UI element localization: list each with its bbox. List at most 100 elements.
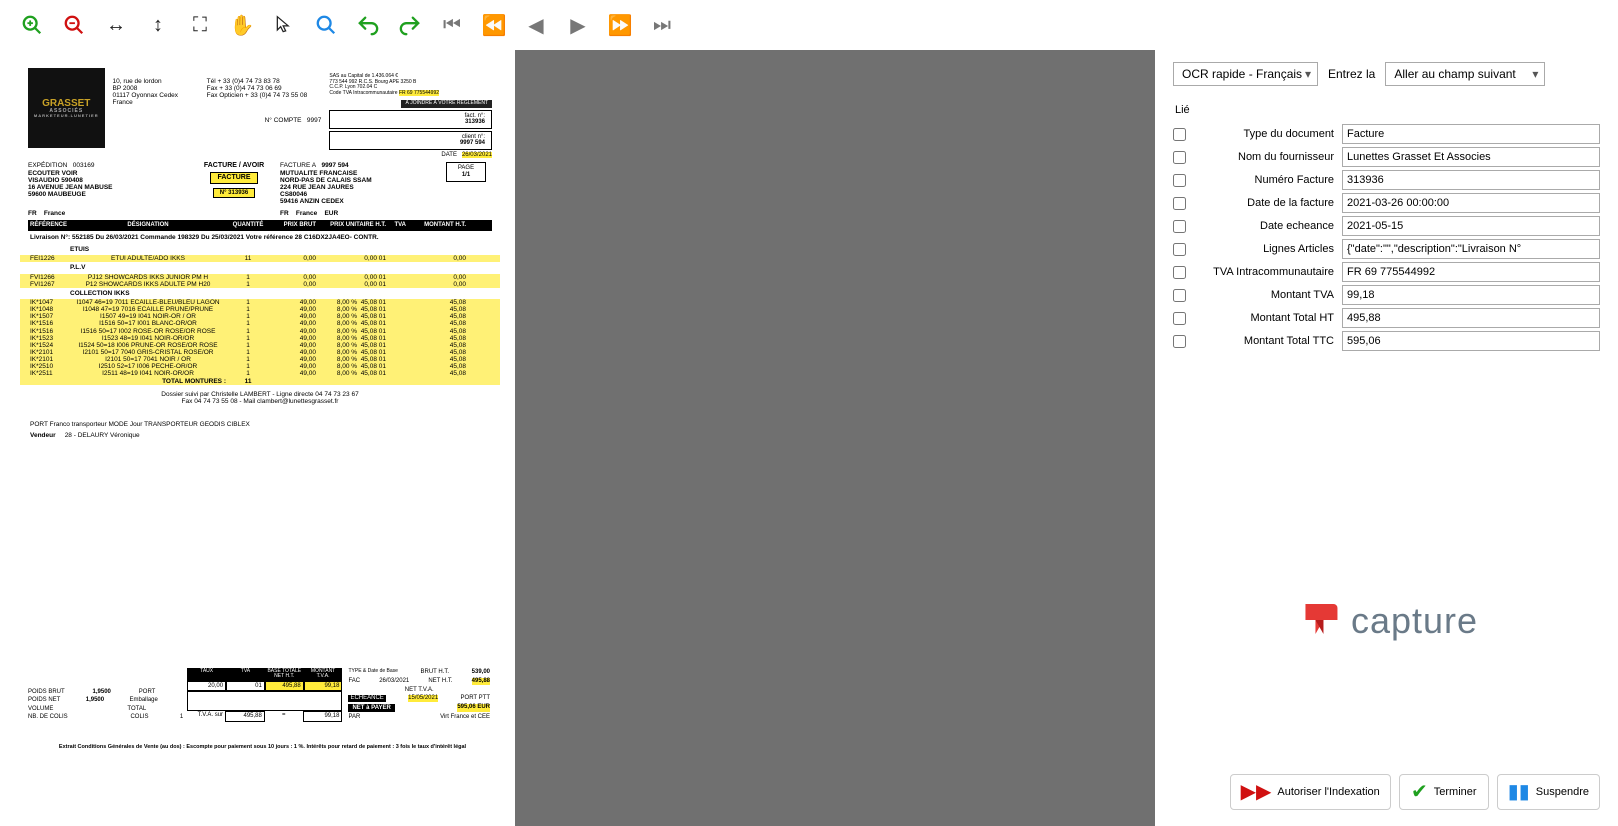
link-checkbox[interactable] [1173,220,1186,233]
expedition-block: EXPÉDITION 003169 ECOUTER VOIRVISAUDIO 5… [28,162,188,205]
table-row: FVI1267P12 SHOWCARDS IKKS ADULTE PM H201… [20,281,500,288]
form-row: Type du document Facture [1173,124,1600,144]
link-checkbox[interactable] [1173,289,1186,302]
fit-vertical-icon[interactable]: ↕ [146,13,170,37]
page-box: PAGE1/1 [446,162,486,205]
destination-block: FACTURE A 9997 594 MUTUALITE FRANCAISENO… [280,162,440,205]
field-label: Montant TVA [1194,289,1334,301]
field-value[interactable]: 99,18 [1342,285,1600,305]
toolbar: ↔ ↕ ⛶ ✋ ⏮ ⏪ ◀ ▶ ⏩ ⏭ [0,0,1618,50]
finish-button[interactable]: ✔Terminer [1399,774,1489,810]
fit-horizontal-icon[interactable]: ↔ [104,13,128,37]
company-address: 10, rue de lordonBP 200801117 Oyonnax Ce… [113,68,199,158]
field-label: Lignes Articles [1194,243,1334,255]
link-checkbox[interactable] [1173,266,1186,279]
table-row: IK*1516I1516 50=17 I002 ROSE-OR ROSE/OR … [20,328,500,335]
form-row: Date de la facture 2021-03-26 00:00:00 [1173,193,1600,213]
table-row: IK*1516I1516 50=17 I001 BLANC-OR/OR149,0… [20,320,500,327]
field-label: TVA Intracommunautaire [1194,266,1334,278]
link-checkbox[interactable] [1173,243,1186,256]
link-checkbox[interactable] [1173,197,1186,210]
undo-icon[interactable] [356,13,380,37]
first-icon[interactable]: ⏮ [440,13,464,37]
indexation-panel: OCR rapide - Français Entrez la Aller au… [1155,50,1618,826]
field-value[interactable]: {"date":"","description":"Livraison N° [1342,239,1600,259]
table-row: IK*1524I1524 50=18 I006 PRUNE-OR ROSE/OR… [20,342,500,349]
pan-icon[interactable]: ✋ [230,13,254,37]
link-checkbox[interactable] [1173,335,1186,348]
field-value[interactable]: 2021-03-26 00:00:00 [1342,193,1600,213]
field-value[interactable]: Lunettes Grasset Et Associes [1342,147,1600,167]
form-row: Nom du fournisseur Lunettes Grasset Et A… [1173,147,1600,167]
link-checkbox[interactable] [1173,128,1186,141]
table-row: IK*1507I1507 49=19 I041 NOIR-OR / OR149,… [20,313,500,320]
field-label: Montant Total TTC [1194,335,1334,347]
last-icon[interactable]: ⏭ [650,13,674,37]
company-phones: Tél + 33 (0)4 74 73 83 78Fax + 33 (0)4 7… [207,68,322,158]
form-row: Numéro Facture 313936 [1173,170,1600,190]
secondary-preview [515,50,1155,826]
field-label: Montant Total HT [1194,312,1334,324]
table-row: FVI1266PJ12 SHOWCARDS IKKS JUNIOR PM H10… [20,274,500,281]
table-row: IK*1048I1048 47=19 7016 ECAILLE PRUNE/PR… [20,306,500,313]
field-label: Date echeance [1194,220,1334,232]
document-preview: GRASSET ASSOCIÉS MARKETEUR.LUNETIER 10, … [0,50,515,826]
pointer-icon[interactable] [272,13,296,37]
field-label: Date de la facture [1194,197,1334,209]
table-row: IK*2511I2511 48=19 I041 NOIR-OR/OR149,00… [20,370,500,377]
form-row: Lignes Articles {"date":"","description"… [1173,239,1600,259]
field-value[interactable]: 595,06 [1342,331,1600,351]
form-row: Date echeance 2021-05-15 [1173,216,1600,236]
field-value[interactable]: 313936 [1342,170,1600,190]
field-value[interactable]: 495,88 [1342,308,1600,328]
redo-icon[interactable] [398,13,422,37]
company-logo: GRASSET ASSOCIÉS MARKETEUR.LUNETIER [28,68,105,148]
form-row: Montant TVA 99,18 [1173,285,1600,305]
field-value[interactable]: FR 69 775544992 [1342,262,1600,282]
field-label: Type du document [1194,128,1334,140]
nav-dropdown[interactable]: Aller au champ suivant [1385,62,1545,86]
form-row: TVA Intracommunautaire FR 69 775544992 [1173,262,1600,282]
table-row: FEI1226ETUI ADULTE/ADO IKKS110,000,00 01… [20,255,500,262]
table-row: IK*1523I1523 48=19 I041 NOIR-OR/OR149,00… [20,335,500,342]
table-header: RÉFÉRENCE DÉSIGNATION QUANTITÉ PRIX BRUT… [28,220,492,231]
form-row: Montant Total HT 495,88 [1173,308,1600,328]
total-montures: TOTAL MONTURES :11 [20,378,500,385]
fullscreen-icon[interactable]: ⛶ [188,13,212,37]
link-checkbox[interactable] [1173,151,1186,164]
lie-label: Lié [1173,104,1600,116]
next-page-icon[interactable]: ⏩ [608,13,632,37]
transport-line: PORT Franco transporteur MODE Jour TRANS… [20,411,500,432]
field-value[interactable]: Facture [1342,124,1600,144]
section-plv: P.L.V [20,262,500,273]
prev-page-icon[interactable]: ⏪ [482,13,506,37]
vendeur-line: Vendeur 28 - DELAURY Véronique [20,432,500,443]
link-checkbox[interactable] [1173,312,1186,325]
field-label: Nom du fournisseur [1194,151,1334,163]
section-etuis: ETUIS [20,244,500,255]
zoom-out-icon[interactable] [62,13,86,37]
livraison-line: Livraison N°: 552185 Du 26/03/2021 Comma… [20,231,500,244]
link-checkbox[interactable] [1173,174,1186,187]
facture-badge-block: FACTURE / AVOIR FACTURE N° 313936 [194,162,274,205]
authorize-button[interactable]: ▶▶Autoriser l'Indexation [1230,774,1391,810]
next-icon[interactable]: ▶ [566,13,590,37]
invoice-numbers: SAS au Capital de 1.436.064 €773 544 992… [329,68,492,158]
field-label: Numéro Facture [1194,174,1334,186]
entrez-label: Entrez la [1328,67,1375,81]
field-value[interactable]: 2021-05-15 [1342,216,1600,236]
table-row: IK*2101I2101 50=17 7040 GRIS-CRISTAL ROS… [20,349,500,356]
zoom-in-icon[interactable] [20,13,44,37]
suspend-button[interactable]: ▮▮Suspendre [1497,774,1600,810]
prev-icon[interactable]: ◀ [524,13,548,37]
capture-logo: capture [1295,596,1478,646]
ocr-dropdown[interactable]: OCR rapide - Français [1173,62,1318,86]
table-row: IK*1047I1047 46=19 7011 ECAILLE-BLEU/BLE… [20,299,500,306]
dossier-info: Dossier suivi par Christelle LAMBERT - L… [20,385,500,411]
form-row: Montant Total TTC 595,06 [1173,331,1600,351]
table-row: IK*2510I2510 52=17 I006 PECHE-OR/OR149,0… [20,363,500,370]
action-bar: ▶▶Autoriser l'Indexation ✔Terminer ▮▮Sus… [1230,774,1600,810]
search-icon[interactable] [314,13,338,37]
section-collection: COLLECTION IKKS [20,288,500,299]
extrait-conditions: Extrait Conditions Générales de Vente (a… [20,740,505,754]
